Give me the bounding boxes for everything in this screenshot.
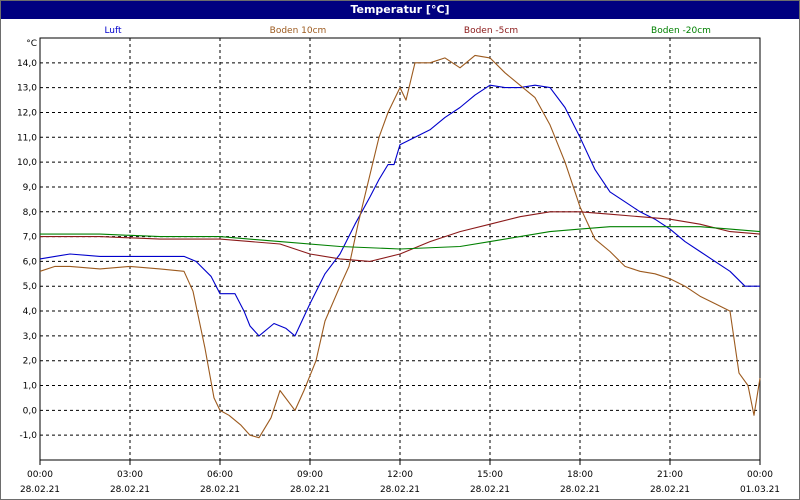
y-tick-label: 13,0	[17, 84, 37, 94]
y-axis-unit-label: °C	[26, 39, 37, 49]
y-axis-ticks: -1,0 0,0 1,0 2,0 3,0 4,0 5,0 6,0 7,0 8,0 9,0 10,0 11…	[17, 59, 37, 441]
x-tick-time: 12:00	[387, 470, 413, 480]
y-tick-label: 8,0	[23, 208, 38, 218]
x-tick-time: 18:00	[567, 470, 593, 480]
y-tick-label: 1,0	[23, 382, 38, 392]
x-tick-date: 28.02.21	[380, 485, 420, 495]
legend-entry: Boden -5cm	[464, 26, 518, 36]
legend-entry: Boden 10cm	[270, 26, 327, 36]
series-line-4	[40, 226, 761, 250]
y-tick-label: 11,0	[17, 133, 37, 143]
x-tick-time: 00:00	[27, 470, 53, 480]
y-tick-label: 9,0	[23, 183, 38, 193]
x-tick-time: 03:00	[117, 470, 143, 480]
series-line-1	[39, 84, 760, 337]
x-tick-time: 15:00	[477, 470, 503, 480]
x-tick-time: 00:00	[747, 470, 773, 480]
x-tick-date: 28.02.21	[110, 485, 150, 495]
x-tick-date: 01.03.21	[740, 485, 780, 495]
legend-entry: Luft	[104, 26, 122, 36]
x-tick-date: 28.02.21	[560, 485, 600, 495]
y-tick-label: 4,0	[23, 307, 38, 317]
y-tick-label: 0,0	[23, 406, 38, 416]
x-tick-time: 21:00	[657, 470, 683, 480]
x-tick-date: 28.02.21	[200, 485, 240, 495]
x-tick-date: 28.02.21	[470, 485, 510, 495]
legend: Luft Boden 10cm Boden -5cm Boden -20cm	[104, 26, 711, 36]
x-tick-time: 09:00	[297, 470, 323, 480]
x-tick-date: 28.02.21	[650, 485, 690, 495]
x-tick-time: 06:00	[207, 470, 233, 480]
series-line-2	[39, 54, 761, 439]
y-tick-label: 5,0	[23, 282, 38, 292]
x-tick-date: 28.02.21	[290, 485, 330, 495]
x-axis-ticks: 00:00 28.02.21 03:00 28.02.21 06:00 28.02.21 0…	[20, 460, 780, 495]
x-tick-date: 28.02.21	[20, 485, 60, 495]
y-tick-label: 10,0	[17, 158, 37, 168]
y-tick-label: 12,0	[17, 108, 37, 118]
series-line-3	[40, 211, 761, 262]
y-tick-label: -1,0	[19, 431, 37, 441]
y-tick-label: 2,0	[23, 357, 38, 367]
y-tick-label: 14,0	[17, 59, 37, 69]
chart-title: Temperatur [°C]	[1, 1, 799, 19]
y-tick-label: 3,0	[23, 332, 38, 342]
y-tick-label: 6,0	[23, 257, 38, 267]
y-tick-label: 7,0	[23, 233, 38, 243]
legend-entry: Boden -20cm	[651, 26, 711, 36]
series-lines	[39, 54, 761, 439]
